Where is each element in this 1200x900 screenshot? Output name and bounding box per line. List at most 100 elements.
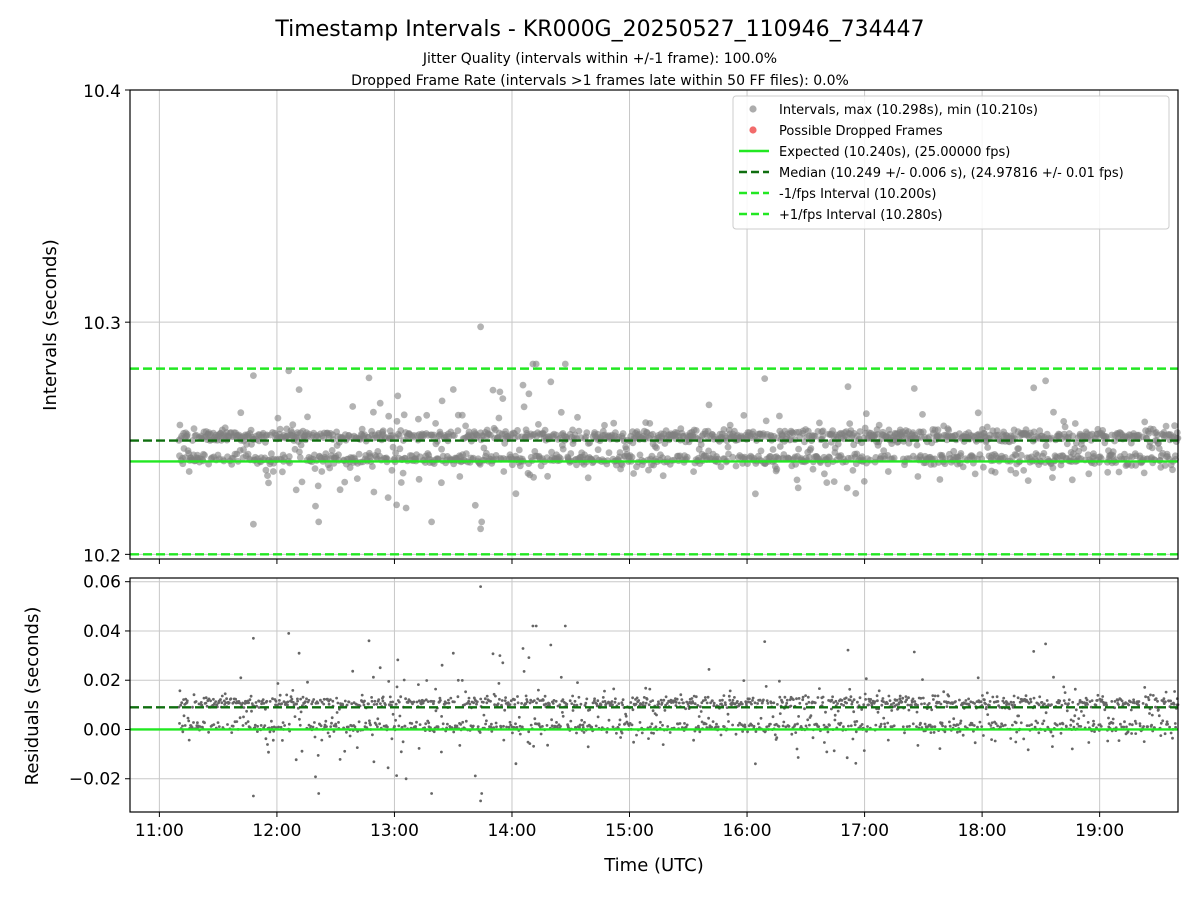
interval-point <box>794 484 802 492</box>
interval-point <box>720 426 728 433</box>
residual-point <box>1125 725 1128 729</box>
residual-point <box>978 720 982 724</box>
residual-point <box>394 702 398 706</box>
residual-point <box>961 733 965 737</box>
interval-point <box>1017 451 1025 459</box>
residual-point <box>1095 699 1099 702</box>
residual-point <box>400 725 404 729</box>
residual-point <box>1009 737 1013 740</box>
interval-point <box>185 468 193 475</box>
residual-point <box>300 749 304 753</box>
residual-point <box>595 704 599 708</box>
residual-point <box>1032 650 1036 653</box>
residual-point <box>590 725 594 729</box>
residual-point <box>976 676 980 680</box>
residual-point <box>982 734 985 737</box>
interval-point <box>659 472 667 480</box>
interval-point <box>276 425 284 433</box>
residual-point <box>825 726 829 729</box>
residual-point <box>207 697 211 701</box>
residual-point <box>1058 722 1062 726</box>
residual-point <box>398 714 402 718</box>
interval-point <box>819 432 827 440</box>
residual-point <box>579 702 583 706</box>
residual-point <box>518 732 522 736</box>
residual-point <box>1134 732 1138 735</box>
residual-point <box>1150 723 1153 727</box>
residual-point <box>903 731 906 735</box>
interval-point <box>1132 462 1140 469</box>
residual-point <box>862 703 866 707</box>
residual-point <box>338 758 342 761</box>
interval-point <box>557 408 565 416</box>
residual-point <box>475 700 479 704</box>
residual-point <box>332 730 336 733</box>
residual-point <box>582 731 586 734</box>
residual-point <box>393 725 396 728</box>
residual-point <box>521 647 525 650</box>
residual-point <box>1025 724 1029 727</box>
residual-point <box>1009 700 1013 704</box>
residual-point <box>816 696 820 699</box>
residual-point <box>449 696 453 700</box>
interval-point <box>1042 377 1049 385</box>
bottom-plot-frame <box>129 577 1179 813</box>
residual-point <box>746 730 749 734</box>
residual-point <box>647 737 650 740</box>
residual-point <box>298 717 301 721</box>
residual-point <box>888 699 892 702</box>
residual-point <box>322 697 326 701</box>
residual-point <box>235 720 239 723</box>
residual-point <box>545 724 549 727</box>
residual-point <box>915 725 918 728</box>
residual-point <box>320 700 324 704</box>
residual-point <box>502 738 506 742</box>
residual-point <box>773 733 777 737</box>
interval-point <box>483 449 490 457</box>
residual-point <box>1067 698 1071 702</box>
residual-point <box>707 668 711 671</box>
residual-point <box>199 701 203 704</box>
residual-point <box>669 698 673 702</box>
interval-point <box>499 395 507 402</box>
legend-label-intervals: Intervals, max (10.298s), min (10.210s) <box>779 103 1038 118</box>
residual-point <box>990 721 994 725</box>
interval-point <box>690 468 697 475</box>
interval-point <box>645 466 652 474</box>
interval-point <box>1020 467 1028 474</box>
residual-point <box>460 679 464 682</box>
residual-point <box>808 723 811 727</box>
residual-point <box>395 774 398 777</box>
interval-point <box>304 413 311 421</box>
residual-point <box>424 698 428 702</box>
residual-point <box>1064 702 1067 705</box>
residual-point <box>630 723 634 727</box>
residual-point <box>330 721 333 725</box>
residual-point <box>890 709 894 712</box>
residual-point <box>793 723 797 727</box>
interval-point <box>705 401 713 409</box>
residual-point <box>801 695 805 699</box>
residual-point <box>692 738 695 742</box>
residual-point <box>904 700 907 704</box>
residual-point <box>754 730 758 733</box>
interval-point <box>1173 429 1181 436</box>
residual-point <box>1092 722 1096 726</box>
residual-point <box>1088 700 1092 703</box>
interval-point <box>844 383 852 391</box>
residual-point <box>746 700 750 704</box>
residual-point <box>404 697 407 701</box>
residual-point <box>863 692 867 696</box>
residual-point <box>207 730 211 734</box>
residual-point <box>919 721 922 725</box>
residual-point <box>964 699 968 702</box>
residual-point <box>287 722 291 726</box>
residual-point <box>738 721 742 725</box>
residual-point <box>439 699 442 702</box>
residual-point <box>357 720 361 724</box>
residual-point <box>603 689 606 693</box>
residual-point <box>825 750 829 754</box>
residual-point <box>661 723 664 727</box>
residual-point <box>535 722 539 726</box>
